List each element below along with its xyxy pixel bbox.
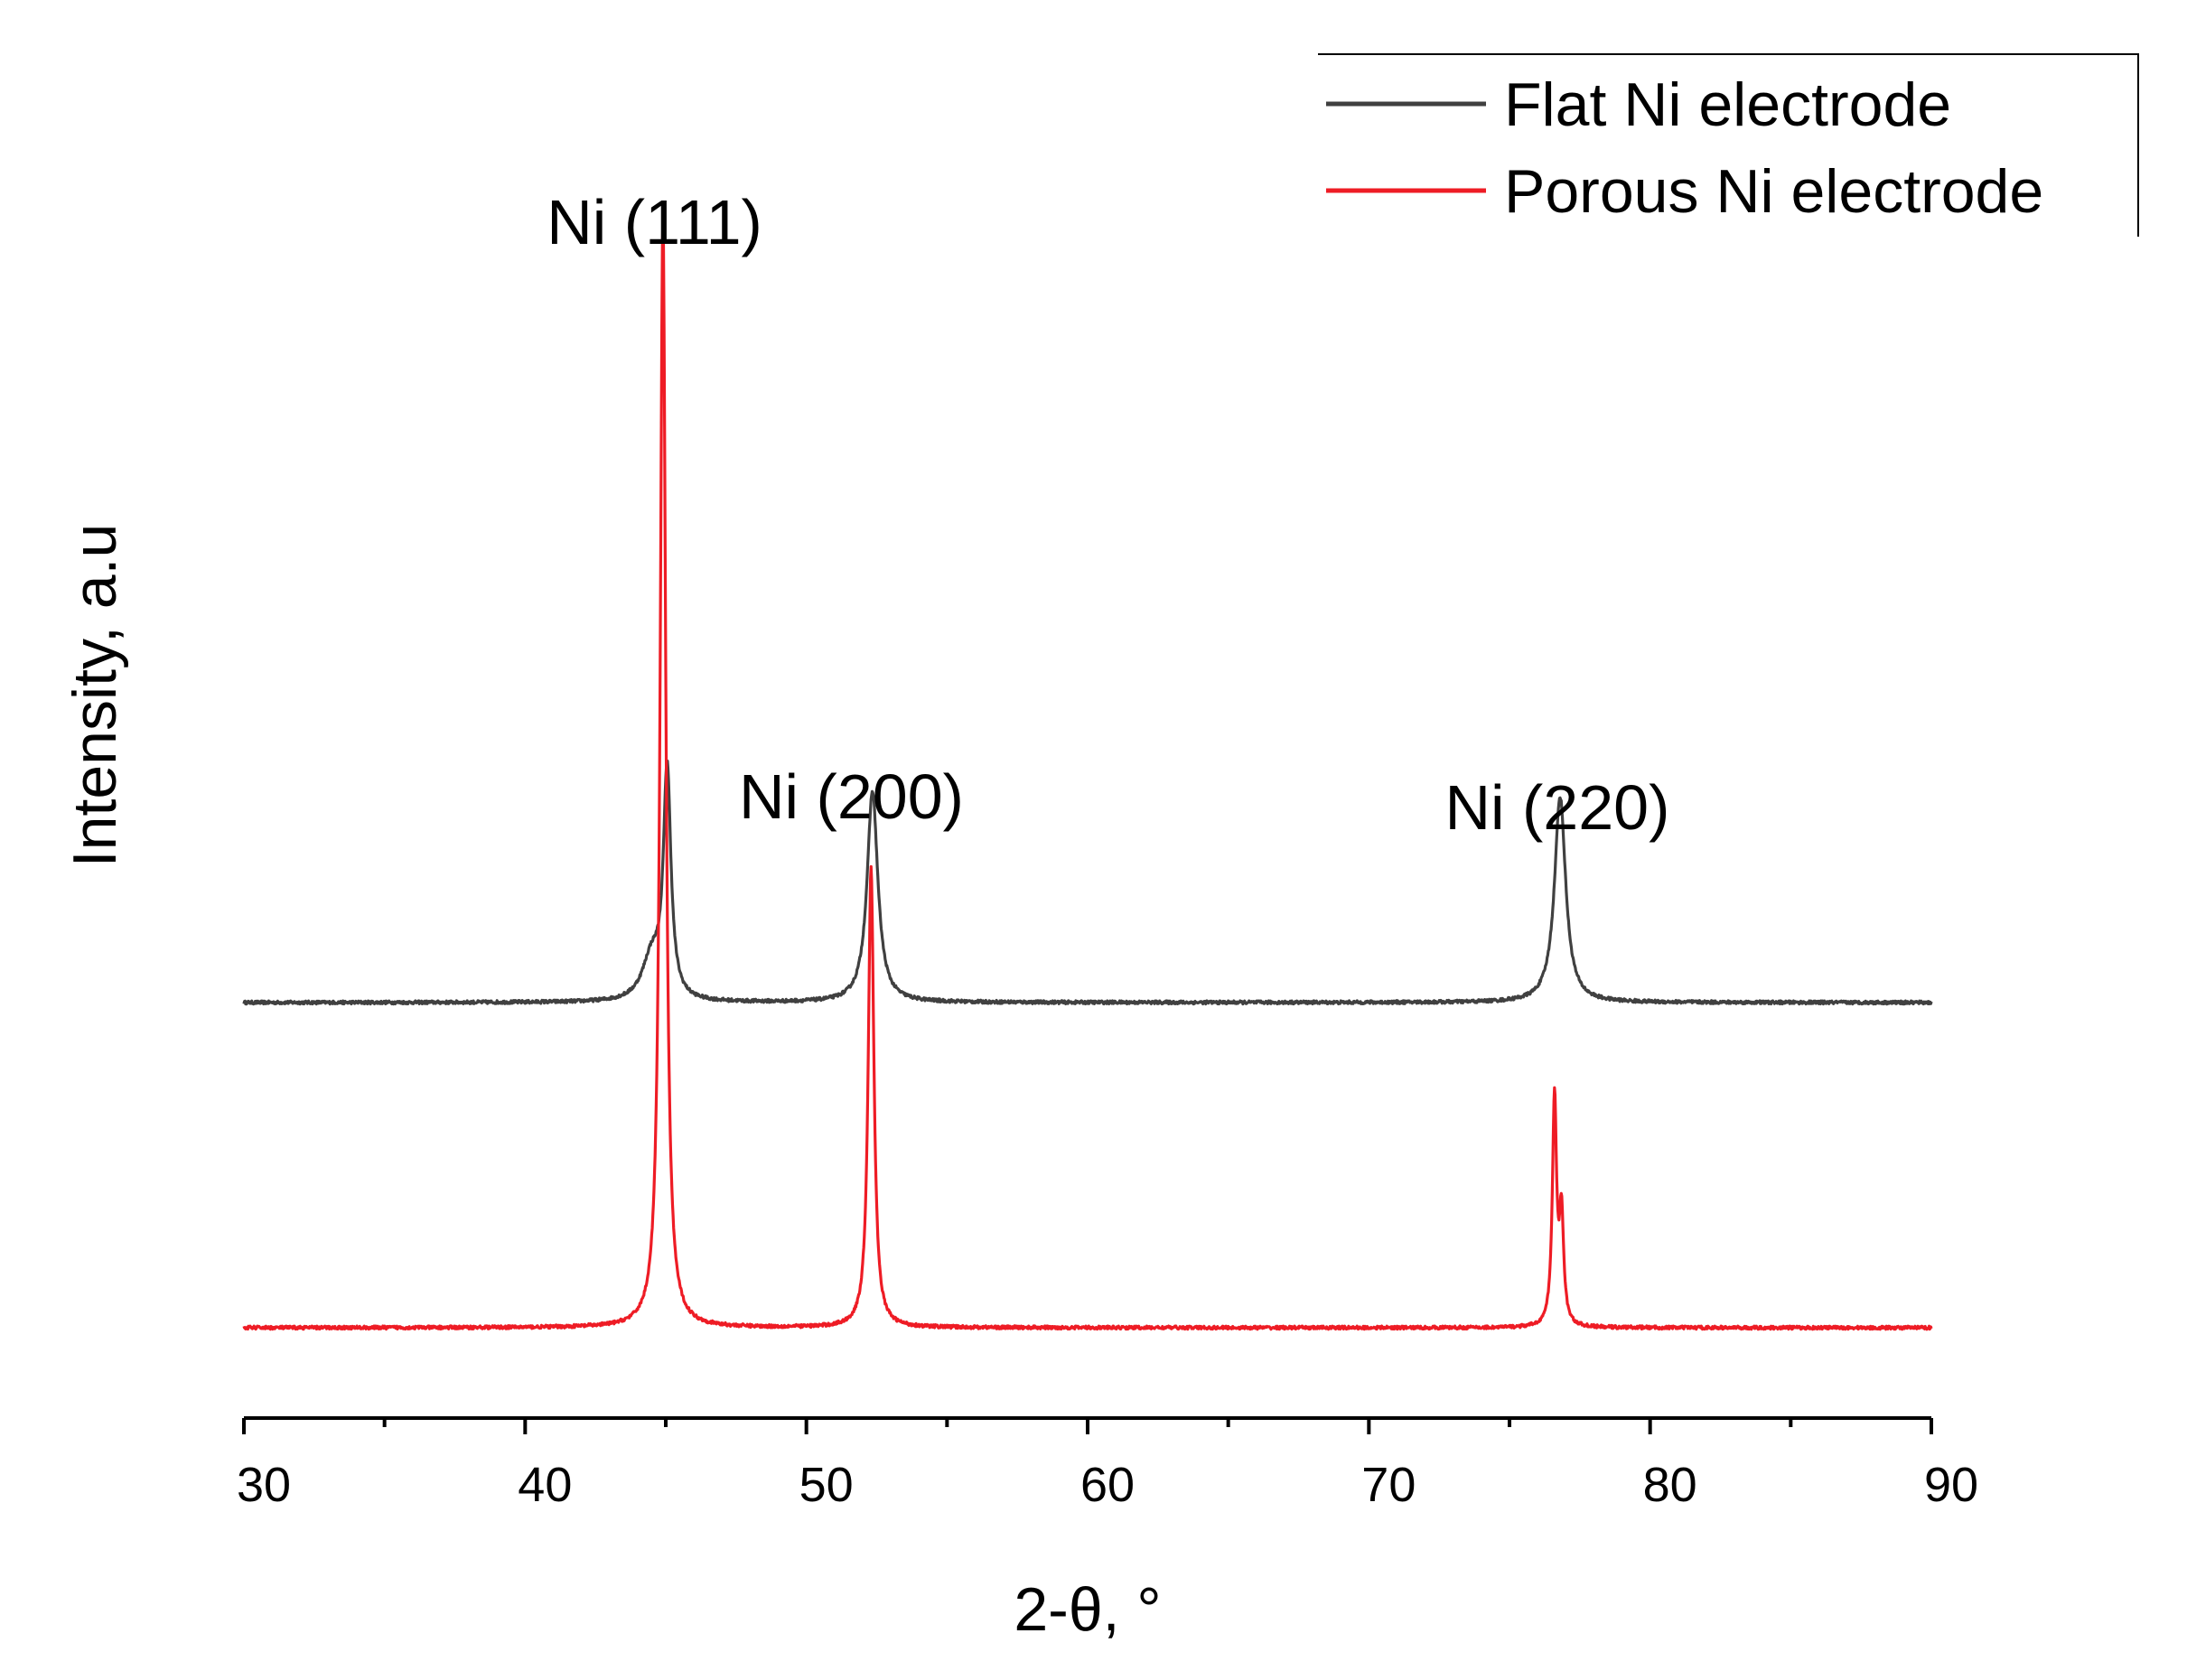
x-tick-label: 90 <box>1924 1458 1978 1512</box>
x-axis-title: 2-θ, ° <box>1014 1575 1161 1644</box>
peak-annotation: Ni (220) <box>1444 772 1669 843</box>
peak-annotation: Ni (111) <box>547 187 762 257</box>
legend: Flat Ni electrode Porous Ni electrode <box>1318 53 2139 237</box>
series-line <box>242 760 1933 1006</box>
y-axis-title: Intensity, a.u <box>61 524 129 868</box>
peak-annotation: Ni (200) <box>739 761 964 832</box>
x-tick-label: 40 <box>518 1458 572 1512</box>
series-line <box>242 216 1933 1331</box>
peak-annotation-group: Ni (111) Ni (200) Ni (220) <box>547 187 1669 843</box>
x-tick-label: 70 <box>1361 1458 1416 1512</box>
x-tick-label: 60 <box>1080 1458 1135 1512</box>
legend-frame <box>1318 53 2139 237</box>
plot-series-group <box>242 216 1933 1331</box>
x-tick-label: 80 <box>1643 1458 1697 1512</box>
x-tick-label: 30 <box>237 1458 291 1512</box>
legend-label: Flat Ni electrode <box>1504 70 1951 139</box>
x-tick-group: 30 40 50 60 70 80 90 <box>237 1418 1978 1512</box>
x-tick-label: 50 <box>799 1458 854 1512</box>
legend-label: Porous Ni electrode <box>1504 157 2043 226</box>
